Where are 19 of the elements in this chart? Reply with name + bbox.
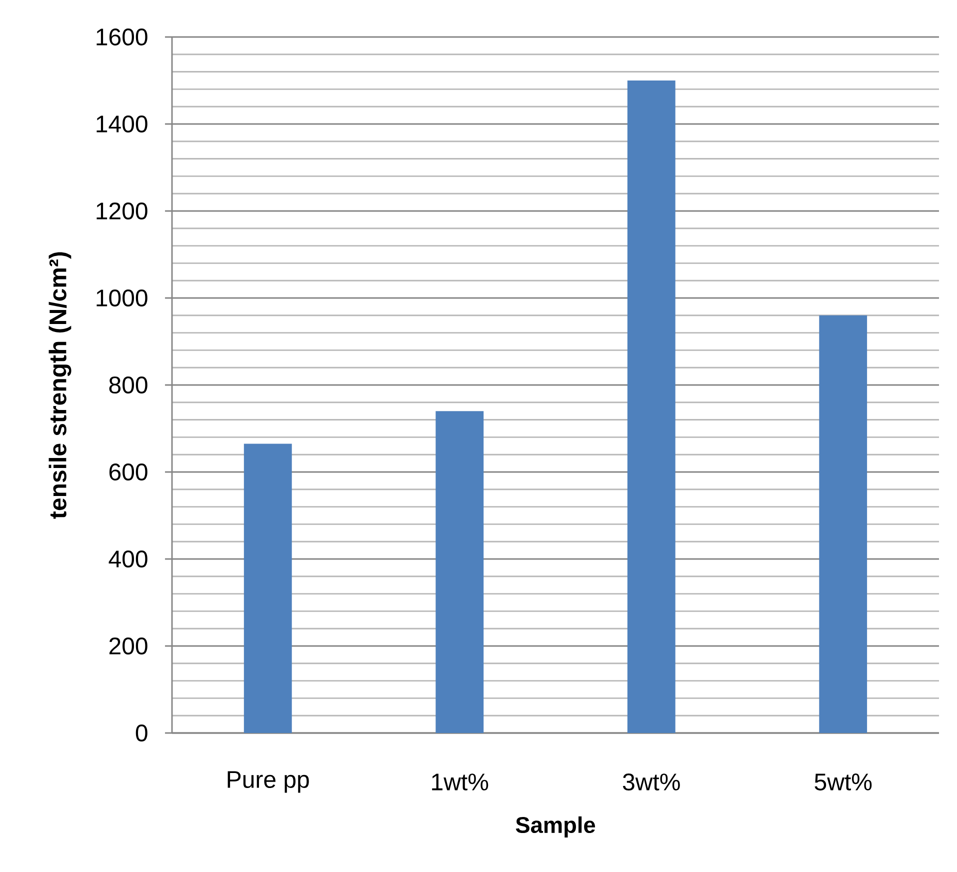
bar bbox=[627, 80, 676, 733]
y-axis-title: tensile strength (N/cm²) bbox=[48, 252, 72, 519]
y-tick-label: 1200 bbox=[96, 202, 148, 220]
y-tick-label: 1600 bbox=[96, 28, 148, 46]
x-tick-label: 1wt% bbox=[432, 774, 488, 790]
x-axis-title: Sample bbox=[516, 816, 596, 838]
y-tick-label: 400 bbox=[108, 550, 148, 568]
bar bbox=[819, 315, 868, 733]
bar bbox=[436, 411, 484, 733]
x-tick-label: 5wt% bbox=[814, 774, 872, 790]
y-tick-label: 600 bbox=[109, 463, 148, 480]
y-tick-label: 1400 bbox=[96, 115, 148, 132]
y-tick-label: 0 bbox=[136, 724, 148, 742]
x-tick-label: 3wt% bbox=[622, 773, 680, 790]
y-tick-label: 800 bbox=[109, 376, 148, 394]
bar bbox=[244, 444, 292, 733]
x-tick-label: Pure pp bbox=[228, 771, 309, 793]
y-tick-label: 200 bbox=[109, 637, 148, 654]
y-tick-label: 1000 bbox=[96, 289, 148, 306]
